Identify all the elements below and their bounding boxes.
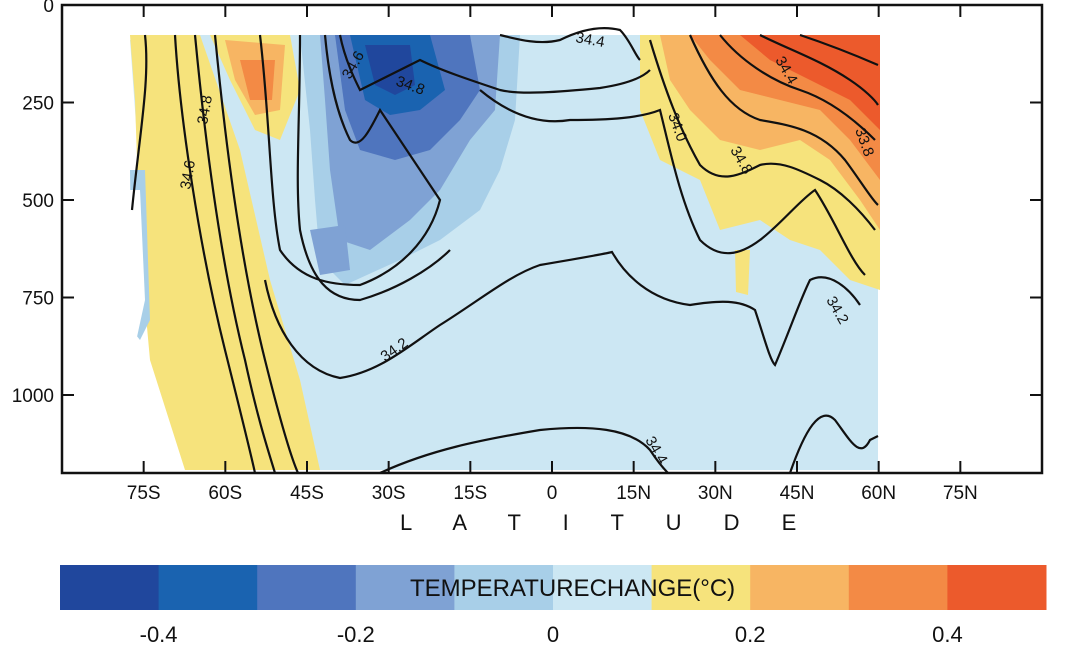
colorbar-bin [355, 565, 455, 610]
colorbar-bin [651, 565, 751, 610]
x-tick-label: 60N [861, 483, 896, 504]
colorbar-title: TEMPERATURECHANGE(°C) [410, 575, 735, 602]
colorbar-bin [60, 565, 160, 610]
y-tick-label: 750 [22, 289, 54, 310]
x-tick-label: 45N [780, 483, 815, 504]
x-tick-label: 60S [208, 483, 242, 504]
colorbar-bin [158, 565, 258, 610]
x-tick-label: 75N [943, 483, 978, 504]
contour-label: 34.4 [574, 29, 606, 51]
y-tick-label: 0 [43, 0, 54, 17]
colorbar-tick-label: 0.4 [932, 622, 963, 647]
x-tick-label: 30S [372, 483, 406, 504]
x-tick-label: 45S [290, 483, 324, 504]
colorbar-bin [947, 565, 1047, 610]
contour-label: 34.6 [177, 159, 199, 191]
x-tick-label: 15N [616, 483, 651, 504]
colorbar-tick-label: -0.2 [337, 622, 375, 647]
colorbar-ticks: -0.4 -0.2 0 0.2 0.4 [140, 622, 963, 647]
temperature-change-field [62, 5, 1042, 473]
y-tick-label: 500 [22, 191, 54, 212]
y-tick-label: 1000 [12, 386, 54, 407]
salinity-contours [130, 26, 879, 473]
contour-label: 34.8 [194, 94, 216, 126]
x-axis: 75S 60S 45S 30S 15S 0 15N 30N 45N 60N 75N [127, 5, 978, 504]
x-tick-label: 30N [698, 483, 733, 504]
x-tick-label: 0 [547, 483, 558, 504]
y-tick-label: 250 [22, 94, 54, 115]
colorbar-tick-label: -0.4 [140, 622, 178, 647]
colorbar-bin [553, 565, 653, 610]
colorbar-bin [848, 565, 948, 610]
colorbar-tick-label: 0.2 [735, 622, 766, 647]
x-axis-label: L A T I T U D E [400, 510, 814, 535]
colorbar-tick-label: 0 [547, 622, 559, 647]
colorbar [60, 565, 1047, 610]
x-tick-label: 15S [453, 483, 487, 504]
x-tick-label: 75S [127, 483, 161, 504]
colorbar-bin [454, 565, 554, 610]
y-axis: 0 250 500 750 1000 [12, 0, 1042, 407]
colorbar-bin [750, 565, 850, 610]
colorbar-bin [257, 565, 357, 610]
